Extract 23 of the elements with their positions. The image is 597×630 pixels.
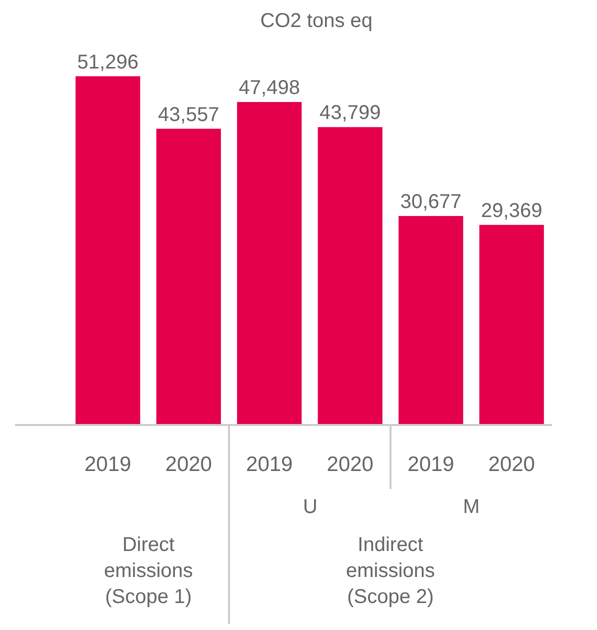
bar: [398, 216, 464, 424]
data-label: 43,799: [320, 102, 381, 124]
bar: [237, 102, 302, 424]
bar: [318, 127, 382, 424]
x-tick-label: 2020: [488, 453, 535, 476]
bar: [76, 76, 140, 424]
data-label: 30,677: [400, 191, 462, 214]
data-label: 51,296: [77, 51, 138, 74]
x-tick-label: 2019: [246, 453, 293, 476]
bar: [156, 128, 221, 424]
x-tick-label: 2020: [165, 453, 212, 476]
data-label: 43,557: [158, 104, 220, 126]
text: U: [303, 496, 318, 518]
data-label: 29,369: [481, 200, 542, 222]
x-tick-label: 2019: [84, 453, 132, 476]
bar: [479, 224, 544, 424]
chart-title: CO2 tons eq: [260, 10, 373, 32]
text: Direct emissions (Scope 1): [104, 534, 193, 608]
x-tick-label: 2020: [326, 453, 374, 476]
text: M: [463, 496, 480, 518]
x-tick-label: 2019: [408, 453, 454, 476]
text: Indirect emissions (Scope 2): [346, 534, 435, 608]
data-label: 47,498: [238, 77, 300, 100]
